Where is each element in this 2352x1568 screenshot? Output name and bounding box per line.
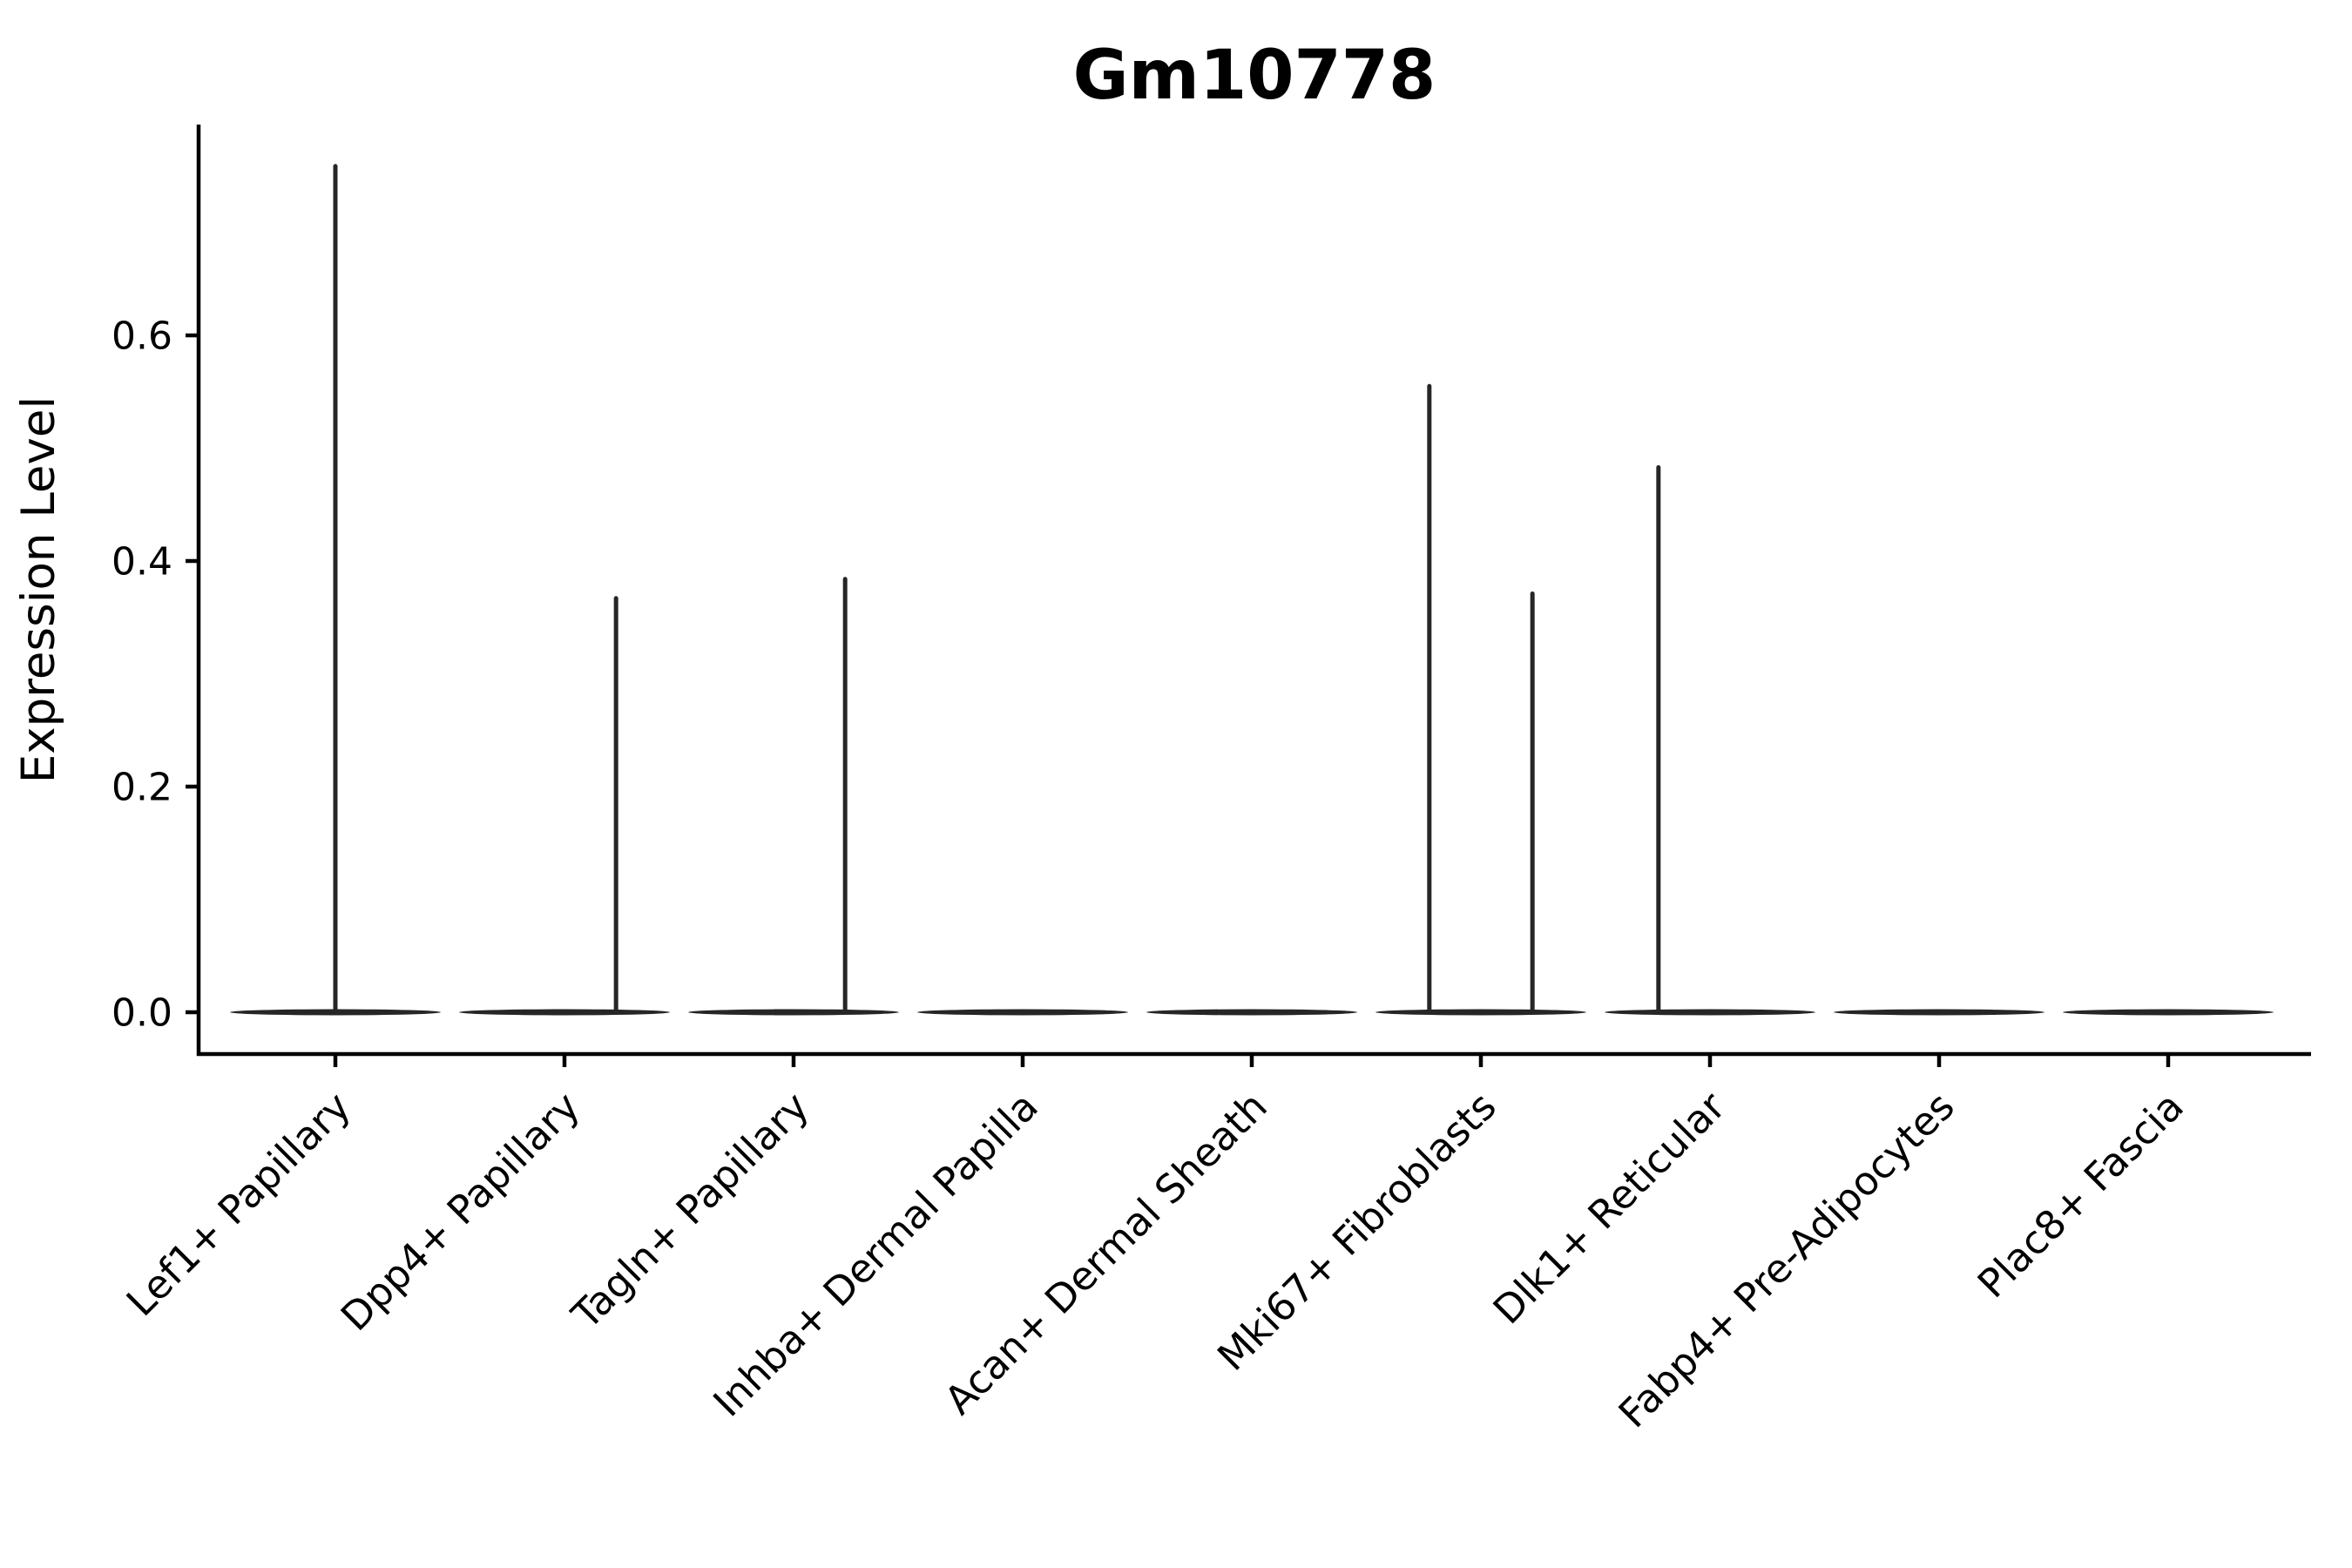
violin: [1834, 1009, 2044, 1016]
violin: [1146, 1009, 1357, 1016]
violin-baseline: [1834, 1009, 2044, 1016]
x-axis-tick-label: Tagln+ Papillary: [563, 1083, 818, 1338]
violin: [230, 164, 441, 1016]
violin-baseline: [1605, 1009, 1815, 1016]
violin-baseline: [917, 1009, 1128, 1016]
x-axis-tick-label: Plac8+ Fascia: [1969, 1083, 2193, 1307]
chart-title: Gm10778: [1073, 37, 1436, 115]
x-axis-tick-label: Dpp4+ Papillary: [332, 1083, 589, 1340]
violin: [688, 577, 899, 1016]
violin: [917, 1009, 1128, 1016]
x-axis-tick-label: Dlk1+ Reticular: [1484, 1083, 1734, 1333]
violin-baseline: [2063, 1009, 2274, 1016]
violin: [1605, 465, 1815, 1016]
x-axis-tick-label: Lef1+ Papillary: [118, 1083, 360, 1325]
violin-baseline: [688, 1009, 899, 1016]
violin-baseline: [459, 1009, 670, 1016]
y-axis-label: Expression Level: [12, 396, 65, 783]
violin: [1375, 383, 1586, 1016]
y-axis-tick-label: 0.6: [112, 314, 172, 358]
axis-spines: [196, 125, 2311, 1057]
y-axis-tick-label: 0.4: [112, 539, 172, 584]
violin-baseline: [1146, 1009, 1357, 1016]
y-axis-tick-label: 0.2: [112, 765, 172, 809]
violin: [2063, 1009, 2274, 1016]
violin: [459, 596, 670, 1016]
y-axis-tick-label: 0.0: [112, 990, 172, 1035]
violin-baseline: [1375, 1009, 1586, 1016]
violins: [230, 164, 2274, 1016]
